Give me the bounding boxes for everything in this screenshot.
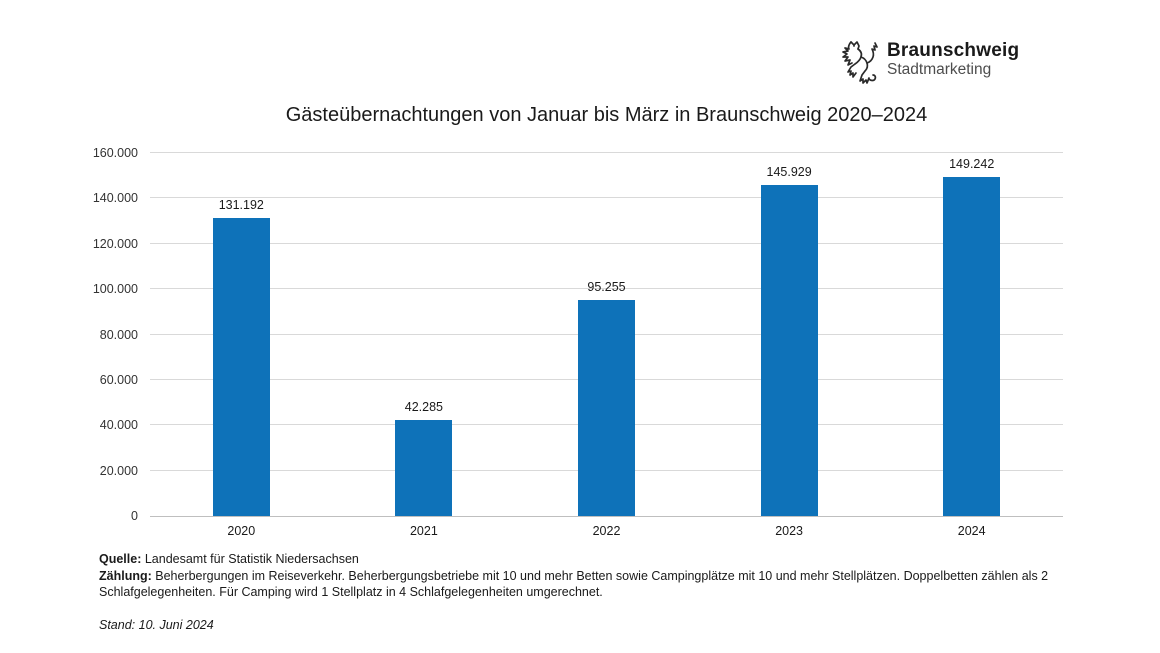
y-tick-label: 140.000 xyxy=(92,191,138,206)
gridline-120.000 xyxy=(150,242,1063,244)
value-label-2024: 149.242 xyxy=(949,157,995,171)
source-label: Quelle: xyxy=(99,552,142,566)
bar-2021 xyxy=(395,420,453,516)
logo-brand: Braunschweig xyxy=(887,40,1020,61)
value-label-2021: 42.285 xyxy=(404,400,443,414)
y-tick-label: 160.000 xyxy=(92,146,138,160)
y-tick-label: 60.000 xyxy=(99,372,138,387)
y-tick-label: 0 xyxy=(131,509,138,523)
stadtmarketing-logo: Braunschweig Stadtmarketing xyxy=(838,38,1019,88)
bar-2024 xyxy=(943,177,1001,516)
value-label-2023: 145.929 xyxy=(766,165,812,179)
logo-text: Braunschweig Stadtmarketing xyxy=(887,38,1019,79)
counting-text: Beherbergungen im Reiseverkehr. Beherber… xyxy=(99,568,1049,600)
y-tick-label: 120.000 xyxy=(92,236,138,251)
date-note: Stand: 10. Juni 2024 xyxy=(99,617,214,632)
counting-label: Zählung: xyxy=(99,568,152,583)
gridline-160.000 xyxy=(150,152,1063,153)
chart-footnotes: Quelle: Landesamt für Statistik Niedersa… xyxy=(99,551,1107,633)
chart-title: Gästeübernachtungen von Januar bis März … xyxy=(285,104,928,126)
braunschweig-lion-icon xyxy=(842,41,878,84)
y-tick-label: 80.000 xyxy=(99,327,138,342)
bar-2023 xyxy=(760,185,818,516)
bar-2020 xyxy=(212,218,270,516)
x-tick-label-2024: 2024 xyxy=(957,524,986,538)
logo-subtitle: Stadtmarketing xyxy=(887,61,992,78)
source-text: Landesamt für Statistik Niedersachsen xyxy=(141,552,359,566)
x-tick-label-2020: 2020 xyxy=(227,524,256,538)
y-tick-label: 100.000 xyxy=(92,282,138,297)
gridline-140.000 xyxy=(150,197,1063,199)
gridline-100.000 xyxy=(150,288,1063,290)
x-tick-label-2022: 2022 xyxy=(592,524,621,538)
source-note: Quelle: Landesamt für Statistik Niedersa… xyxy=(99,551,1107,568)
value-label-2022: 95.255 xyxy=(587,280,626,294)
counting-note: Zählung: Beherbergungen im Reiseverkehr.… xyxy=(99,568,1107,601)
y-tick-label: 20.000 xyxy=(99,463,138,478)
bar-chart-plot-area: 0 20.000 40.000 60.000 80.000 100.000 120.000 1… xyxy=(93,146,1063,538)
x-tick-label-2023: 2023 xyxy=(775,524,803,538)
y-tick-label: 40.000 xyxy=(99,418,138,433)
gridline-0 xyxy=(150,516,1063,517)
x-tick-label-2021: 2021 xyxy=(409,524,438,538)
value-label-2020: 131.192 xyxy=(218,198,264,212)
bar-2022 xyxy=(578,300,635,516)
